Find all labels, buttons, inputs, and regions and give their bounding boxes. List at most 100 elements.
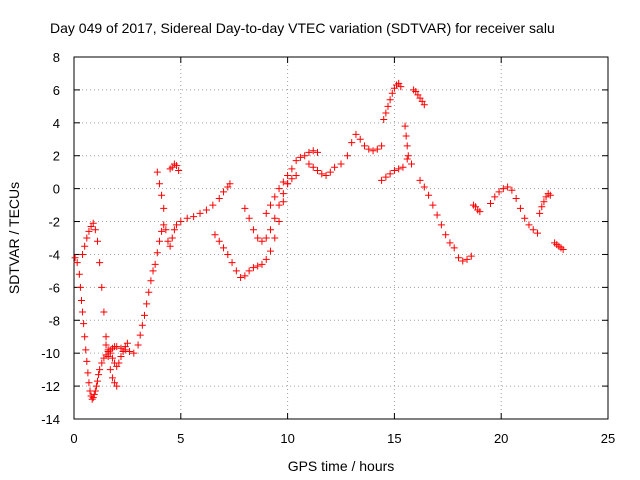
data-point: [521, 214, 529, 222]
data-point: [102, 341, 110, 349]
data-point: [284, 171, 292, 179]
data-point: [153, 168, 161, 176]
data-point: [407, 160, 415, 168]
data-point: [559, 246, 567, 254]
data-point: [442, 231, 450, 239]
data-point: [81, 242, 89, 250]
data-point: [84, 369, 92, 377]
y-tick-label: 4: [53, 116, 60, 131]
y-tick-label: -12: [41, 379, 60, 394]
data-point: [177, 218, 185, 226]
data-point: [262, 255, 270, 263]
data-point: [491, 193, 499, 201]
data-point: [540, 198, 548, 206]
data-point: [309, 163, 317, 171]
data-point: [305, 160, 313, 168]
data-point: [538, 203, 546, 211]
data-point: [158, 227, 166, 235]
data-point: [81, 333, 89, 341]
data-point: [433, 211, 441, 219]
data-points: [71, 79, 567, 403]
data-point: [241, 204, 249, 212]
data-point: [262, 209, 270, 217]
data-point: [301, 152, 309, 160]
data-point: [75, 270, 83, 278]
data-point: [119, 348, 127, 356]
data-point: [275, 201, 283, 209]
data-point: [136, 331, 144, 339]
data-point: [258, 237, 266, 245]
data-point: [166, 242, 174, 250]
data-point: [95, 371, 103, 379]
data-point: [173, 221, 181, 229]
y-tick-label: 6: [53, 83, 60, 98]
data-series: [401, 122, 412, 160]
data-point: [93, 377, 101, 385]
data-point: [202, 206, 210, 214]
data-point: [305, 148, 313, 156]
data-point: [85, 227, 93, 235]
data-point: [463, 255, 471, 263]
data-point: [145, 288, 153, 296]
data-point: [77, 297, 85, 305]
data-point: [237, 273, 245, 281]
data-point: [378, 142, 386, 150]
y-tick-label: -14: [41, 412, 60, 427]
data-point: [262, 234, 270, 242]
data-point: [292, 171, 300, 179]
y-tick-label: -8: [48, 313, 60, 328]
data-point: [134, 341, 142, 349]
data-point: [525, 221, 533, 229]
data-point: [149, 267, 157, 275]
data-point: [504, 183, 512, 191]
data-point: [224, 250, 232, 258]
data-point: [254, 262, 262, 270]
data-point: [96, 366, 104, 374]
data-point: [446, 239, 454, 247]
data-point: [454, 254, 462, 262]
data-point: [271, 193, 279, 201]
data-point: [79, 250, 87, 258]
data-point: [467, 252, 475, 260]
data-point: [314, 167, 322, 175]
data-point: [117, 352, 125, 360]
data-point: [322, 171, 330, 179]
data-point: [399, 163, 407, 171]
data-point: [98, 359, 106, 367]
data-point: [416, 176, 424, 184]
data-point: [160, 221, 168, 229]
data-series: [416, 176, 475, 265]
data-point: [92, 382, 100, 390]
data-point: [245, 214, 253, 222]
data-point: [536, 209, 544, 217]
y-tick-label: 0: [53, 182, 60, 197]
data-point: [143, 300, 151, 308]
data-point: [228, 259, 236, 267]
data-series: [102, 339, 131, 370]
data-point: [309, 147, 317, 155]
x-tick-label: 5: [177, 431, 184, 446]
data-point: [79, 308, 87, 316]
data-point: [232, 267, 240, 275]
data-point: [499, 185, 507, 193]
data-point: [360, 142, 368, 150]
data-point: [85, 379, 93, 387]
data-point: [226, 180, 234, 188]
y-tick-label: 8: [53, 50, 60, 65]
data-point: [151, 260, 159, 268]
x-tick-label: 10: [280, 431, 294, 446]
data-series: [469, 201, 484, 216]
data-point: [314, 148, 322, 156]
data-point: [90, 390, 98, 398]
data-series: [487, 183, 542, 237]
y-tick-label: -4: [48, 247, 60, 262]
data-point: [91, 387, 99, 395]
data-point: [160, 204, 168, 212]
data-point: [380, 116, 388, 124]
data-point: [348, 139, 356, 147]
data-point: [82, 346, 90, 354]
x-tick-labels: 0 5 10 15 20 25: [70, 431, 615, 446]
data-point: [211, 231, 219, 239]
y-axis-label: SDTVAR / TECUs: [6, 182, 22, 294]
data-point: [155, 237, 163, 245]
